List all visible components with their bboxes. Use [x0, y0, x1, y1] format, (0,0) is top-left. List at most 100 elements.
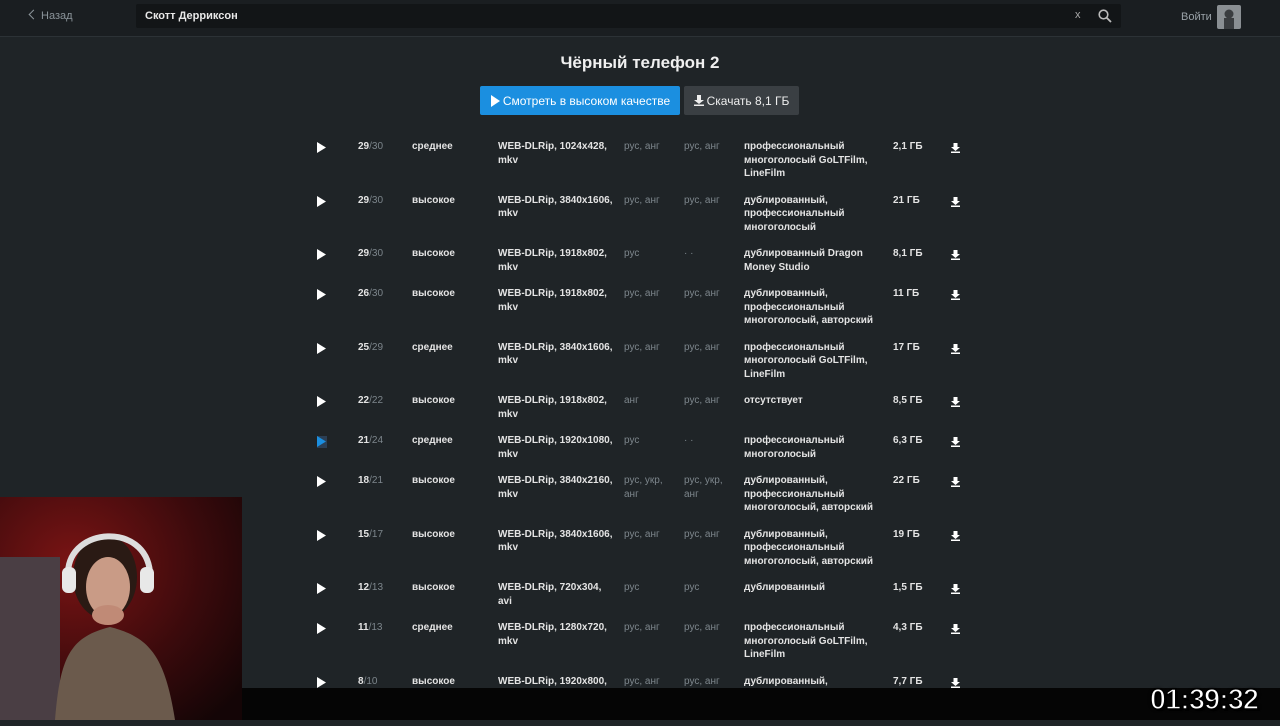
audio: рус — [624, 581, 684, 608]
peer-count: /13 — [369, 622, 383, 633]
download-button[interactable] — [951, 196, 960, 207]
seeds: 12/13 — [358, 581, 412, 608]
play-button[interactable] — [317, 396, 327, 408]
translation: дублированный, профессиональный многогол… — [744, 287, 893, 328]
download-button[interactable]: Скачать 8,1 ГБ — [684, 86, 799, 115]
quality: среднее — [412, 140, 498, 181]
audio: анг — [624, 394, 684, 421]
download-cell — [951, 287, 971, 328]
translation: профессиональный многоголосый GoLTFilm, … — [744, 621, 893, 662]
watch-label: Смотреть в высоком качестве — [503, 94, 670, 108]
quality: высокое — [412, 394, 498, 421]
play-button[interactable] — [317, 623, 327, 635]
download-cell — [951, 394, 971, 421]
play-button[interactable] — [317, 530, 327, 542]
translation: профессиональный многоголосый — [744, 434, 893, 461]
format: WEB-DLRip, 3840x1606, mkv — [498, 194, 624, 235]
download-button[interactable] — [951, 289, 960, 300]
play-cell — [310, 434, 358, 461]
download-icon — [694, 95, 704, 106]
headset-ear — [62, 567, 76, 593]
search-box[interactable]: Скотт Дерриксон x — [136, 4, 1121, 28]
play-button[interactable] — [317, 249, 327, 261]
translation: дублированный, профессиональный многогол… — [744, 474, 893, 515]
audio: рус, укр, анг — [624, 474, 684, 515]
download-cell — [951, 528, 971, 569]
subtitles: рус, анг — [684, 621, 744, 662]
download-button[interactable] — [951, 476, 960, 487]
translation: дублированный Dragon Money Studio — [744, 247, 893, 274]
seed-count: 11 — [358, 622, 369, 633]
peer-count: /30 — [369, 288, 383, 299]
format: WEB-DLRip, 1280x720, mkv — [498, 621, 624, 662]
seeds: 15/17 — [358, 528, 412, 569]
download-button[interactable] — [951, 583, 960, 594]
download-button[interactable] — [951, 623, 960, 634]
seeds: 22/22 — [358, 394, 412, 421]
size: 4,3 ГБ — [893, 621, 951, 662]
play-button[interactable] — [317, 583, 327, 595]
play-cell — [310, 341, 358, 382]
seeds: 25/29 — [358, 341, 412, 382]
format: WEB-DLRip, 720x304, avi — [498, 581, 624, 608]
peer-count: /30 — [369, 248, 383, 259]
quality: высокое — [412, 474, 498, 515]
download-button[interactable] — [951, 530, 960, 541]
translation: отсутствует — [744, 394, 893, 421]
play-button[interactable] — [317, 289, 327, 301]
quality: высокое — [412, 247, 498, 274]
avatar[interactable] — [1217, 5, 1241, 29]
back-link[interactable]: Назад — [30, 10, 73, 22]
webcam — [0, 497, 242, 720]
play-button[interactable] — [317, 343, 327, 355]
seed-count: 29 — [358, 195, 369, 206]
subtitles: рус, анг — [684, 528, 744, 569]
seed-count: 12 — [358, 582, 369, 593]
play-cell — [310, 394, 358, 421]
search-icon[interactable] — [1098, 9, 1112, 23]
download-cell — [951, 247, 971, 274]
seeds: 26/30 — [358, 287, 412, 328]
download-button[interactable] — [951, 142, 960, 153]
audio: рус, анг — [624, 140, 684, 181]
clear-button[interactable]: x — [1075, 9, 1081, 21]
format: WEB-DLRip, 1920x1080, mkv — [498, 434, 624, 461]
download-button[interactable] — [951, 436, 960, 447]
watch-button[interactable]: Смотреть в высоком качестве — [480, 86, 680, 115]
play-button[interactable] — [317, 142, 327, 154]
audio: рус — [624, 247, 684, 274]
play-button[interactable] — [317, 677, 327, 689]
play-button[interactable] — [317, 476, 327, 488]
format: WEB-DLRip, 1918x802, mkv — [498, 287, 624, 328]
download-button[interactable] — [951, 396, 960, 407]
translation: дублированный, профессиональный многогол… — [744, 194, 893, 235]
login-link[interactable]: Войти — [1181, 11, 1212, 23]
quality: высокое — [412, 581, 498, 608]
peer-count: /24 — [369, 435, 383, 446]
seed-count: 15 — [358, 529, 369, 540]
size: 6,3 ГБ — [893, 434, 951, 461]
play-button[interactable] — [317, 196, 327, 208]
size: 21 ГБ — [893, 194, 951, 235]
seed-count: 21 — [358, 435, 369, 446]
download-button[interactable] — [951, 677, 960, 688]
size: 19 ГБ — [893, 528, 951, 569]
seeds: 29/30 — [358, 140, 412, 181]
format: WEB-DLRip, 1024x428, mkv — [498, 140, 624, 181]
seed-count: 29 — [358, 141, 369, 152]
play-button[interactable] — [317, 436, 327, 448]
play-icon — [490, 95, 500, 107]
peer-count: /30 — [369, 141, 383, 152]
avatar-icon — [1217, 5, 1241, 29]
download-button[interactable] — [951, 249, 960, 260]
download-button[interactable] — [951, 343, 960, 354]
quality: среднее — [412, 621, 498, 662]
translation: профессиональный многоголосый GoLTFilm, … — [744, 341, 893, 382]
